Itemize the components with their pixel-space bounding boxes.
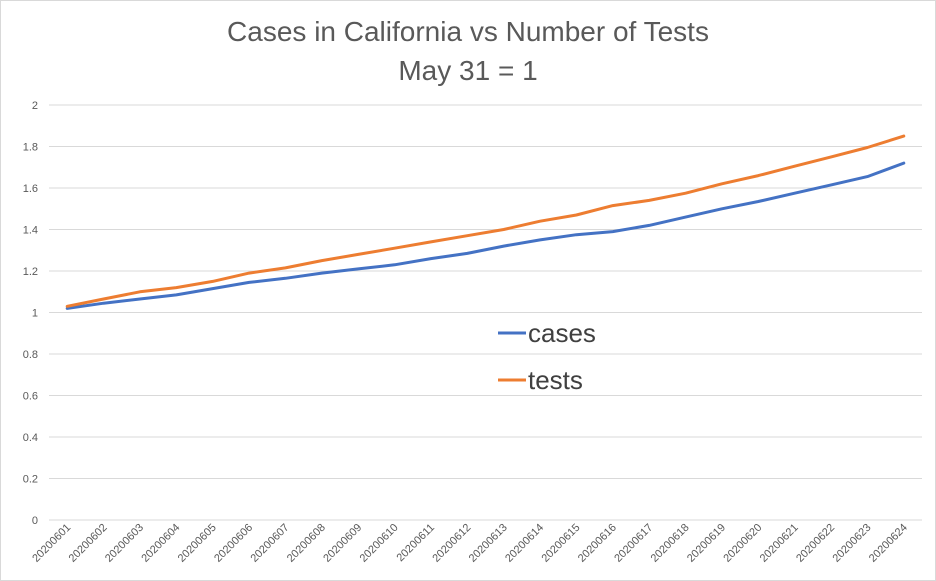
x-tick-label: 20200613 <box>467 522 510 565</box>
x-tick-label: 20200609 <box>321 522 364 565</box>
x-tick-label: 20200612 <box>430 522 473 565</box>
y-tick-label: 2 <box>32 100 38 112</box>
y-tick-label: 1 <box>32 308 38 320</box>
series-lines <box>65 134 906 310</box>
chart-title: Cases in California vs Number of Tests <box>227 16 709 47</box>
legend: cases tests <box>498 318 596 395</box>
x-tick-label: 20200603 <box>103 522 146 565</box>
x-tick-label: 20200619 <box>685 522 728 565</box>
x-tick-label: 20200605 <box>176 522 219 565</box>
y-tick-label: 1.8 <box>23 142 38 154</box>
x-axis: 2020060120200602202006032020060420200605… <box>30 522 910 565</box>
x-tick-label: 20200606 <box>212 522 255 565</box>
x-tick-label: 20200617 <box>612 522 655 565</box>
x-tick-label: 20200602 <box>67 522 110 565</box>
x-tick-label: 20200601 <box>30 522 73 565</box>
gridlines <box>49 104 922 521</box>
x-tick-label: 20200620 <box>721 522 764 565</box>
x-tick-label: 20200614 <box>503 522 546 565</box>
x-tick-label: 20200623 <box>830 522 873 565</box>
chart-subtitle: May 31 = 1 <box>398 55 537 86</box>
y-tick-label: 0.8 <box>23 349 38 361</box>
x-tick-label: 20200618 <box>649 522 692 565</box>
y-tick-label: 0.6 <box>23 391 38 403</box>
x-tick-label: 20200615 <box>539 522 582 565</box>
y-tick-label: 0 <box>32 515 38 527</box>
series-line-cases <box>65 161 906 310</box>
y-tick-label: 0.4 <box>23 432 38 444</box>
x-tick-label: 20200608 <box>285 522 328 565</box>
legend-label-cases: cases <box>528 318 596 348</box>
y-tick-label: 1.4 <box>23 225 38 237</box>
x-tick-label: 20200622 <box>794 522 837 565</box>
x-tick-label: 20200607 <box>248 522 291 565</box>
x-tick-label: 20200604 <box>139 522 182 565</box>
y-tick-label: 0.2 <box>23 474 38 486</box>
x-tick-label: 20200621 <box>758 522 801 565</box>
x-tick-label: 20200624 <box>867 522 910 565</box>
x-tick-label: 20200610 <box>358 522 401 565</box>
x-tick-label: 20200616 <box>576 522 619 565</box>
series-line-tests <box>65 134 906 308</box>
legend-label-tests: tests <box>528 365 583 395</box>
y-tick-label: 1.6 <box>23 183 38 195</box>
y-tick-label: 1.2 <box>23 266 38 278</box>
y-axis: 0 0.2 0.4 0.6 0.8 1 1.2 1.4 1.6 1.8 2 <box>23 100 38 527</box>
